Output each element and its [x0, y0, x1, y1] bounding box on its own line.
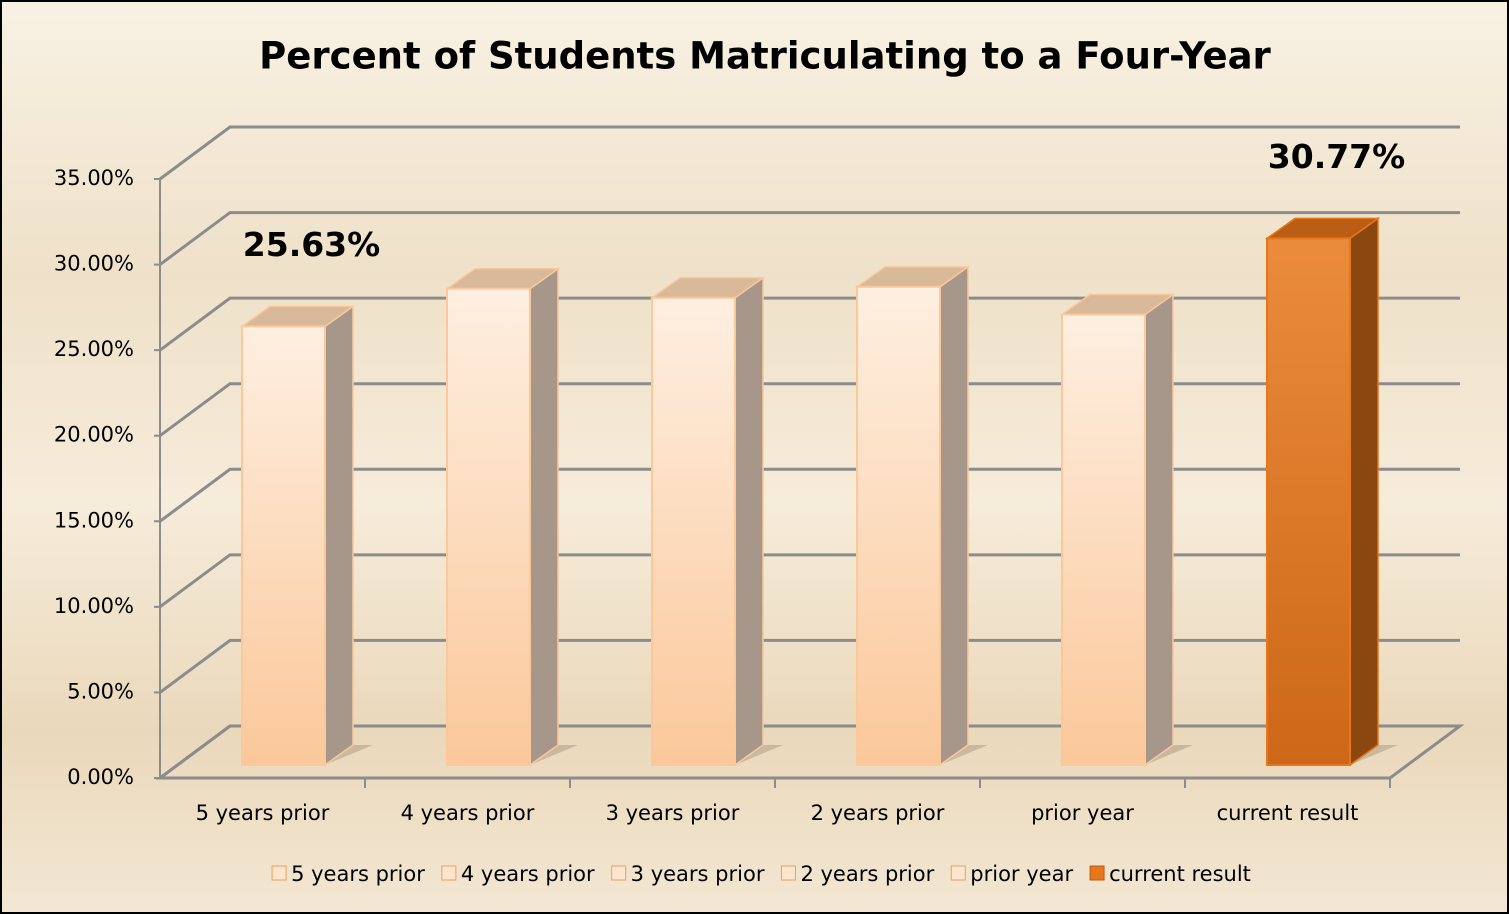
legend-label: 2 years prior — [800, 862, 934, 886]
y-tick-label: 5.00% — [67, 679, 134, 703]
y-tick-label: 25.00% — [54, 337, 134, 361]
grid-line — [159, 211, 1460, 266]
legend-label: 5 years prior — [291, 862, 425, 886]
x-tick-label: 3 years prior — [606, 801, 740, 825]
x-tick-label: 2 years prior — [811, 801, 945, 825]
bar-side — [734, 276, 764, 767]
x-tick-label: prior year — [1031, 801, 1134, 825]
bar-side — [529, 267, 559, 767]
legend-swatch — [611, 865, 627, 881]
y-tick-label: 30.00% — [54, 252, 134, 276]
bar — [446, 287, 531, 766]
legend-swatch — [271, 865, 287, 881]
chart-title: Percent of Students Matriculating to a F… — [259, 35, 1271, 78]
legend-label: current result — [1109, 862, 1251, 886]
bar-side — [324, 304, 354, 767]
legend-swatch — [780, 865, 796, 881]
legend-label: 4 years prior — [461, 862, 595, 886]
data-label: 30.77% — [1268, 137, 1405, 176]
bar — [651, 296, 736, 766]
bar — [1061, 313, 1146, 766]
y-tick-label: 15.00% — [54, 508, 134, 532]
grid-line — [159, 382, 1460, 437]
legend: 5 years prior 4 years prior 3 years prior 2… — [271, 862, 1251, 886]
y-tick-label: 35.00% — [54, 166, 134, 190]
legend-label: prior year — [970, 862, 1073, 886]
grid-line — [159, 467, 1460, 523]
grid-line — [159, 638, 1460, 694]
grid-line — [159, 125, 1460, 181]
x-tick-label: 5 years prior — [196, 801, 330, 825]
bar-side — [939, 265, 969, 767]
y-tick-label: 0.00% — [67, 765, 134, 789]
bar — [1266, 237, 1351, 766]
legend-swatch — [441, 865, 457, 881]
y-tick-label: 20.00% — [54, 423, 134, 447]
x-tick-label: 4 years prior — [401, 801, 535, 825]
legend-swatch — [1089, 865, 1105, 881]
bar-side — [1144, 293, 1174, 767]
x-tick-label: current result — [1217, 801, 1359, 825]
legend-label: 3 years prior — [631, 862, 765, 886]
bar — [241, 325, 326, 766]
y-tick-label: 10.00% — [54, 594, 134, 618]
legend-swatch — [950, 865, 966, 881]
data-label: 25.63% — [243, 225, 380, 264]
bar-side — [1349, 216, 1379, 767]
grid-line — [159, 724, 1460, 780]
grid-line — [159, 296, 1460, 352]
grid-line — [159, 553, 1460, 609]
bar — [856, 285, 941, 766]
